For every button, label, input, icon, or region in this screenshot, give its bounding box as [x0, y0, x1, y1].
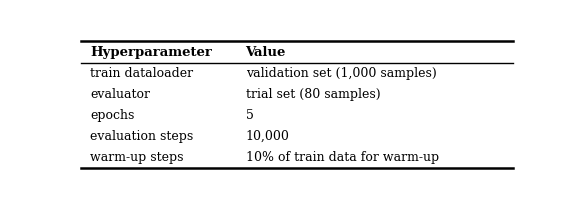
Text: 5: 5: [245, 109, 253, 122]
Text: 10% of train data for warm-up: 10% of train data for warm-up: [245, 151, 438, 164]
Text: evaluation steps: evaluation steps: [90, 130, 194, 143]
Text: Value: Value: [245, 46, 286, 59]
Text: epochs: epochs: [90, 109, 135, 122]
Text: Hyperparameter: Hyperparameter: [90, 46, 212, 59]
Text: trial set (80 samples): trial set (80 samples): [245, 88, 380, 101]
Text: 10,000: 10,000: [245, 130, 289, 143]
Text: evaluator: evaluator: [90, 88, 150, 101]
Text: warm-up steps: warm-up steps: [90, 151, 184, 164]
Text: train dataloader: train dataloader: [90, 67, 194, 80]
Text: validation set (1,000 samples): validation set (1,000 samples): [245, 67, 436, 80]
